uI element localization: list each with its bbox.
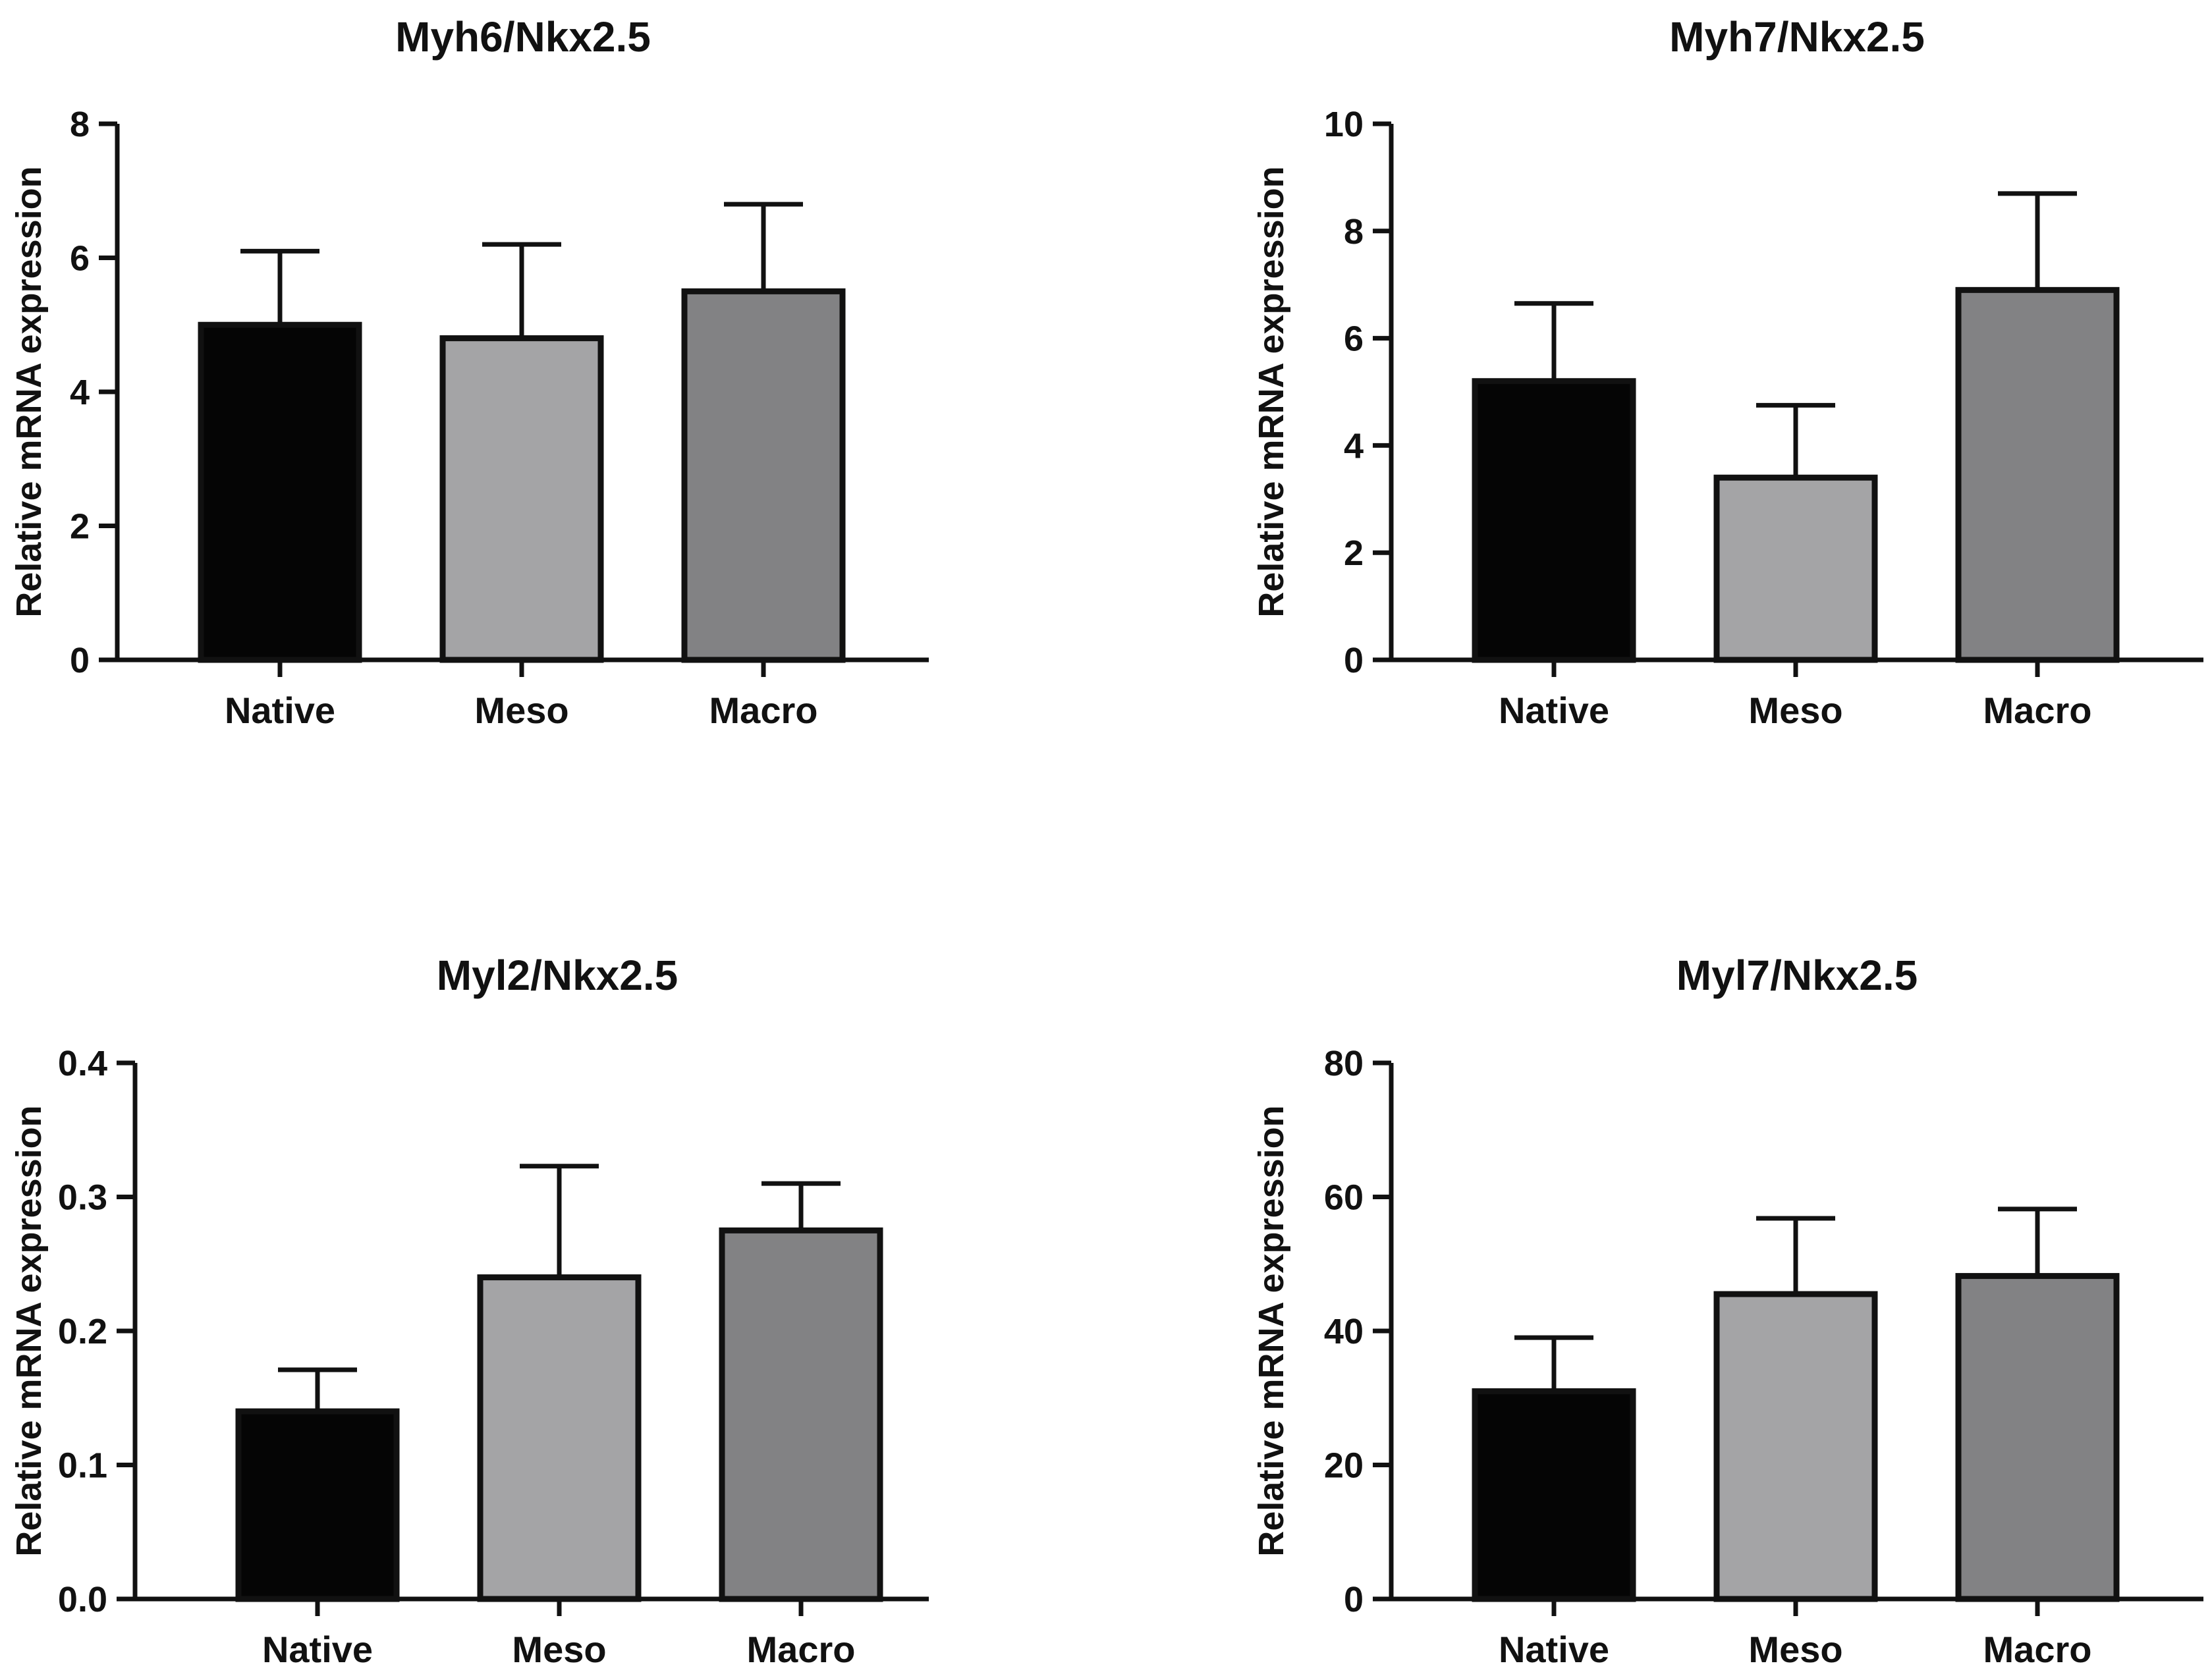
y-axis-label: Relative mRNA expression	[9, 1105, 49, 1556]
bar-meso	[1713, 1291, 1878, 1602]
chart-title: Myh7/Nkx2.5	[1669, 13, 1925, 61]
x-tick-label-macro: Macro	[747, 1629, 856, 1670]
y-tick-label: 0	[1344, 1580, 1364, 1619]
y-tick-label: 8	[1344, 212, 1364, 252]
chart-panel-myh7: Myh7/Nkx2.5 Relative mRNA expression Nativ…	[1252, 13, 2203, 731]
x-tick-label-meso: Meso	[512, 1629, 606, 1670]
y-tick-label: 10	[1324, 105, 1364, 144]
y-axis-label: Relative mRNA expression	[1252, 1105, 1291, 1556]
y-tick-label: 2	[70, 507, 90, 547]
bar-macro	[719, 1227, 883, 1602]
chart-title: Myh6/Nkx2.5	[395, 13, 651, 61]
y-tick-label: 60	[1324, 1178, 1364, 1218]
x-tick-label-native: Native	[262, 1629, 373, 1670]
bar-meso	[1713, 474, 1878, 663]
bar-macro	[1955, 1273, 2120, 1602]
y-axis-label: Relative mRNA expression	[1252, 166, 1291, 617]
x-tick-label-macro: Macro	[1983, 1629, 2092, 1670]
x-tick-label-native: Native	[1499, 1629, 1609, 1670]
chart-panel-myl7: Myl7/Nkx2.5 Relative mRNA expression Nativ…	[1252, 952, 2203, 1670]
y-tick-label: 0.4	[58, 1044, 107, 1083]
bar-meso	[477, 1274, 642, 1602]
x-tick-label-native: Native	[225, 690, 335, 731]
x-tick-label-meso: Meso	[474, 690, 568, 731]
bar-native	[1472, 1388, 1636, 1602]
y-tick-label: 4	[1344, 426, 1364, 466]
y-tick-label: 0.1	[58, 1446, 107, 1486]
bar-native	[235, 1408, 400, 1602]
y-tick-label: 80	[1324, 1044, 1364, 1083]
y-tick-label: 0.0	[58, 1580, 107, 1619]
x-tick-label-meso: Meso	[1748, 690, 1842, 731]
y-tick-label: 40	[1324, 1312, 1364, 1351]
bar-meso	[439, 335, 604, 663]
y-tick-label: 0	[70, 641, 90, 680]
y-axis-label: Relative mRNA expression	[9, 166, 49, 617]
y-tick-label: 2	[1344, 533, 1364, 573]
y-tick-label: 0.2	[58, 1312, 107, 1351]
x-tick-label-native: Native	[1499, 690, 1609, 731]
y-tick-label: 0	[1344, 641, 1364, 680]
chart-title: Myl2/Nkx2.5	[437, 952, 678, 999]
bar-macro	[1955, 286, 2120, 663]
x-tick-label-macro: Macro	[709, 690, 818, 731]
bar-macro	[681, 288, 846, 663]
x-tick-label-macro: Macro	[1983, 690, 2092, 731]
x-tick-label-meso: Meso	[1748, 1629, 1842, 1670]
y-tick-label: 8	[70, 105, 90, 144]
y-tick-label: 6	[70, 239, 90, 279]
chart-title: Myl7/Nkx2.5	[1676, 952, 1918, 999]
chart-panel-myh6: Myh6/Nkx2.5 Relative mRNA expression Nativ…	[9, 13, 929, 731]
y-tick-label: 6	[1344, 319, 1364, 359]
bar-native	[1472, 378, 1636, 663]
chart-panel-myl2: Myl2/Nkx2.5 Relative mRNA expression Nativ…	[9, 952, 929, 1670]
bar-native	[198, 321, 362, 663]
y-tick-label: 20	[1324, 1446, 1364, 1486]
y-tick-label: 0.3	[58, 1178, 107, 1218]
y-tick-label: 4	[70, 373, 90, 412]
